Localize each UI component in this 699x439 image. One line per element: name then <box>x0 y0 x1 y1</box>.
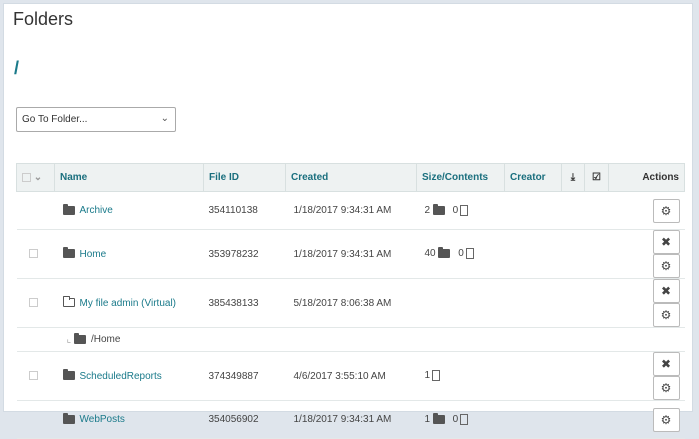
name-cell: ScheduledReports <box>54 351 204 401</box>
folder-count: 1 <box>424 414 431 426</box>
select-value: Go To Folder... <box>22 114 88 125</box>
folder-count: 40 <box>424 248 436 260</box>
select-all-checkbox[interactable] <box>22 172 31 182</box>
file-count: 0 <box>458 248 464 260</box>
size-contents: 40 0 <box>416 229 505 279</box>
folder-icon <box>438 247 451 259</box>
settings-button[interactable]: ⚙ <box>652 303 680 327</box>
folder-icon <box>62 369 75 381</box>
go-to-folder-select[interactable]: Go To Folder... ⌄ <box>16 107 176 132</box>
folder-icon <box>73 332 86 344</box>
virtual-target: ⌞ /Home <box>54 327 685 352</box>
created: 1/18/2017 9:34:31 AM <box>285 229 417 279</box>
tree-branch-icon: ⌞ <box>66 334 72 345</box>
table-row: My file admin (Virtual) 385438133 5/18/2… <box>16 278 685 328</box>
folder-count: 2 <box>424 205 431 217</box>
created: 1/18/2017 9:34:31 AM <box>285 191 417 230</box>
row-checkbox[interactable] <box>28 298 38 308</box>
file-icon <box>460 413 469 425</box>
created: 5/18/2017 8:06:38 AM <box>285 278 417 328</box>
folder-icon <box>62 247 75 259</box>
checkbox-checked-icon[interactable]: ☑ <box>584 163 609 192</box>
row-checkbox[interactable] <box>28 249 38 259</box>
folder-shared-icon <box>62 203 75 215</box>
created: 1/18/2017 9:34:31 AM <box>285 400 417 439</box>
row-checkbox[interactable] <box>28 371 38 381</box>
size-contents <box>416 278 505 328</box>
file-icon <box>432 370 441 382</box>
actions-cell: ✖⚙ <box>608 351 685 401</box>
file-icon <box>465 248 474 260</box>
actions-cell: ✖⚙ <box>608 229 685 279</box>
name-cell: WebPosts <box>54 400 204 439</box>
size-contents: 1 <box>416 351 505 401</box>
table-row: ScheduledReports 374349887 4/6/2017 3:55… <box>16 351 685 401</box>
folder-link[interactable]: Archive <box>79 205 113 216</box>
folders-panel: Folders / Go To Folder... ⌄ ⌄ Name File I… <box>3 3 693 439</box>
settings-button[interactable]: ⚙ <box>652 376 680 400</box>
actions-cell: ⚙ <box>608 191 685 230</box>
chevron-down-icon[interactable]: ⌄ <box>33 172 43 183</box>
folder-open-icon <box>62 296 75 308</box>
file-id: 354056902 <box>203 400 286 439</box>
download-icon[interactable]: ⤓ <box>561 163 585 192</box>
folder-icon <box>432 412 445 424</box>
col-actions: Actions <box>608 163 685 192</box>
name-cell: My file admin (Virtual) <box>54 278 204 328</box>
table-row: Home 353978232 1/18/2017 9:34:31 AM 40 0… <box>16 229 685 279</box>
name-cell: Home <box>54 229 204 279</box>
settings-button[interactable]: ⚙ <box>652 407 680 432</box>
created: 4/6/2017 3:55:10 AM <box>285 351 417 401</box>
file-count: 0 <box>452 414 459 426</box>
actions-cell: ⚙ <box>608 400 685 439</box>
row-select <box>16 229 55 279</box>
row-select <box>16 278 55 328</box>
file-id: 385438133 <box>203 278 286 328</box>
delete-button[interactable]: ✖ <box>652 279 680 303</box>
settings-button[interactable]: ⚙ <box>652 198 680 223</box>
col-size[interactable]: Size/Contents <box>416 163 505 192</box>
file-id: 353978232 <box>203 229 286 279</box>
settings-button[interactable]: ⚙ <box>652 254 680 278</box>
delete-button[interactable]: ✖ <box>652 352 680 376</box>
col-name[interactable]: Name <box>54 163 204 192</box>
select-all-header[interactable]: ⌄ <box>16 163 55 192</box>
col-created[interactable]: Created <box>285 163 417 192</box>
folder-icon <box>432 203 445 215</box>
folder-link[interactable]: WebPosts <box>79 414 125 425</box>
col-creator[interactable]: Creator <box>504 163 562 192</box>
page-title: Folders <box>13 9 74 29</box>
table-row: Archive 354110138 1/18/2017 9:34:31 AM 2… <box>16 191 685 230</box>
row-select <box>16 400 55 439</box>
virtual-path[interactable]: /Home <box>90 334 121 345</box>
table-row: WebPosts 354056902 1/18/2017 9:34:31 AM … <box>16 400 685 439</box>
file-count: 0 <box>452 205 459 217</box>
size-contents: 2 0 <box>416 191 505 230</box>
delete-button[interactable]: ✖ <box>652 230 680 254</box>
actions-cell: ✖⚙ <box>608 278 685 328</box>
file-count: 1 <box>424 370 431 382</box>
folder-link[interactable]: Home <box>79 248 107 260</box>
file-id: 374349887 <box>203 351 286 401</box>
row-select <box>16 351 55 401</box>
folder-shared-icon <box>62 412 75 424</box>
chevron-down-icon: ⌄ <box>160 113 169 124</box>
row-select <box>16 191 55 230</box>
file-icon <box>460 204 469 216</box>
breadcrumb-path[interactable]: / <box>14 58 20 78</box>
folder-link[interactable]: My file admin (Virtual) <box>79 297 177 309</box>
folder-link[interactable]: ScheduledReports <box>79 370 162 382</box>
table-subrow: ⌞ /Home <box>16 327 685 352</box>
name-cell: Archive <box>54 191 204 230</box>
file-id: 354110138 <box>203 191 286 230</box>
size-contents: 1 0 <box>416 400 505 439</box>
col-file-id[interactable]: File ID <box>203 163 286 192</box>
folders-table: ⌄ Name File ID Created Size/Contents Cre… <box>16 163 685 439</box>
